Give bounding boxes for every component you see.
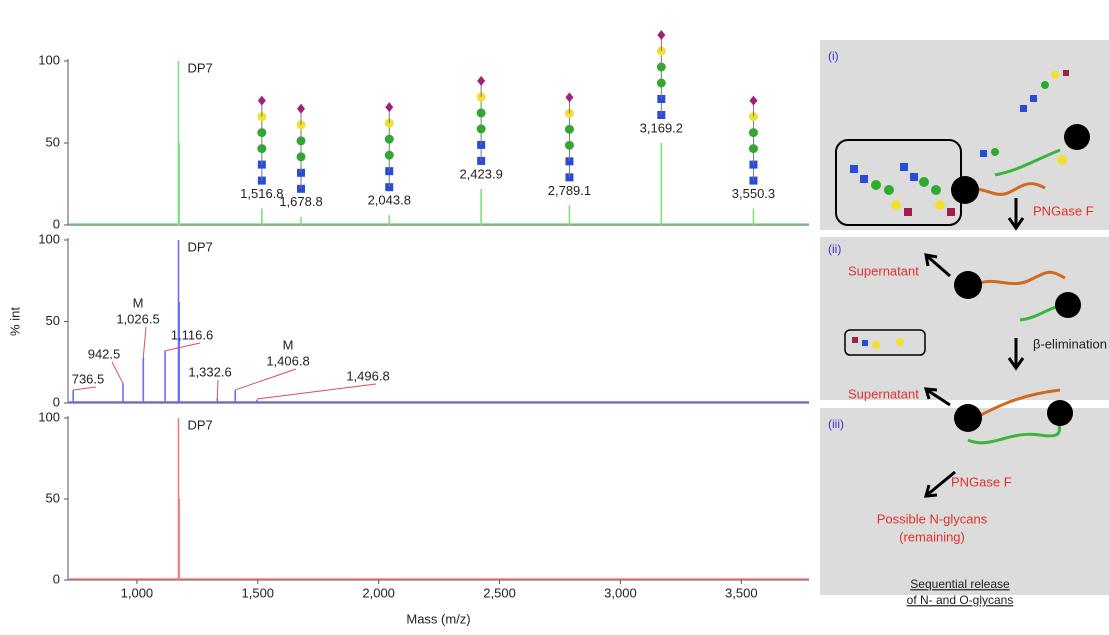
y-tick-label: 50 xyxy=(46,313,60,328)
stage-label: (ii) xyxy=(828,242,841,256)
y-tick-label: 0 xyxy=(53,394,60,409)
bead xyxy=(1055,292,1081,318)
bead xyxy=(1064,124,1090,150)
x-tick-label: 1,500 xyxy=(242,585,275,600)
glycan-node xyxy=(297,103,306,114)
diagram: (i) (ii) (iii) PNGase F Supernatant β-el… xyxy=(820,40,1109,607)
y-tick-label: 0 xyxy=(53,216,60,231)
glycan-node xyxy=(257,95,266,106)
glycan-icon xyxy=(257,95,267,185)
peak-label: 1,516.8 xyxy=(240,186,283,201)
label-leader xyxy=(256,383,377,400)
protein-chain xyxy=(964,182,1046,196)
peak-label: 1,406.8 xyxy=(266,353,309,368)
peak-label: 1,116.6 xyxy=(171,327,213,342)
glycan-icon xyxy=(296,103,306,193)
label-leader xyxy=(73,386,97,391)
glycans xyxy=(980,70,1069,165)
label-leader xyxy=(216,379,219,399)
stage-box xyxy=(820,408,1109,595)
protein-chain xyxy=(974,388,1061,420)
label-leader xyxy=(111,361,124,384)
protein-chain xyxy=(994,148,1061,177)
peak-label: 2,789.1 xyxy=(548,183,591,198)
stage-label: (iii) xyxy=(828,417,844,431)
released-n-glycans xyxy=(850,163,955,216)
released-o-glycans xyxy=(852,337,904,349)
supernatant-label: Supernatant xyxy=(848,263,919,278)
step-label: PNGase F xyxy=(1033,203,1094,218)
y-axis-label: % int xyxy=(7,307,22,336)
peak-label: 3,169.2 xyxy=(640,120,683,135)
peak-label: 3,550.3 xyxy=(732,186,775,201)
peak-label: DP7 xyxy=(187,417,212,432)
x-tick-label: 2,000 xyxy=(362,585,395,600)
glycan-node xyxy=(477,75,486,86)
released-box xyxy=(844,329,926,356)
peak-label: 942.5 xyxy=(88,346,121,361)
caption: of N- and O-glycans xyxy=(907,593,1014,607)
arrow xyxy=(923,387,951,407)
step-label: β-elimination xyxy=(1033,336,1107,351)
peak-label: 1,678.8 xyxy=(279,194,322,209)
label-leader xyxy=(235,368,297,391)
y-tick-label: 100 xyxy=(38,409,60,424)
y-tick-label: 50 xyxy=(46,134,60,149)
bead xyxy=(1047,400,1073,426)
x-axis-label: Mass (m/z) xyxy=(406,611,470,626)
peak-label: DP7 xyxy=(187,239,212,254)
y-tick-label: 50 xyxy=(46,490,60,505)
x-tick-label: 2,500 xyxy=(483,585,516,600)
protein-chain xyxy=(974,270,1066,287)
peak-label: 1,332.6 xyxy=(188,364,231,379)
label-leader xyxy=(164,342,201,352)
stage-label: (i) xyxy=(828,49,839,63)
arrow xyxy=(1007,338,1025,371)
result-label: (remaining) xyxy=(899,529,965,544)
label-leader xyxy=(142,326,147,358)
y-tick-label: 100 xyxy=(38,231,60,246)
released-box xyxy=(835,139,962,226)
arrow xyxy=(1007,198,1025,231)
glycan-node xyxy=(657,30,666,40)
glycan-icon xyxy=(656,30,666,119)
glycan-node xyxy=(385,102,394,113)
supernatant-label: Supernatant xyxy=(848,386,919,401)
arrow xyxy=(923,470,956,498)
glycan-icon xyxy=(564,92,574,182)
peak-note: M xyxy=(133,295,144,310)
glycan-icon xyxy=(476,75,486,165)
bead xyxy=(951,176,979,204)
peak-label: 736.5 xyxy=(72,371,105,386)
result-label: Possible N-glycans xyxy=(877,511,988,526)
glycan-icon xyxy=(748,95,758,185)
glycan-node xyxy=(565,92,574,103)
step-label: PNGase F xyxy=(951,474,1012,489)
peak-label: 2,423.9 xyxy=(459,166,502,181)
peak-label: 1,496.8 xyxy=(346,368,389,383)
peak-label: 1,026.5 xyxy=(116,311,159,326)
stage-box xyxy=(820,237,1109,400)
peak-label: DP7 xyxy=(187,60,212,75)
bead xyxy=(954,271,982,299)
x-tick-label: 3,500 xyxy=(725,585,758,600)
glycan-icon xyxy=(384,102,394,192)
glycan-node xyxy=(749,95,758,106)
arrow xyxy=(924,253,951,278)
y-tick-label: 100 xyxy=(38,52,60,67)
peak-note: M xyxy=(283,337,294,352)
y-tick-label: 0 xyxy=(53,571,60,586)
x-tick-label: 3,000 xyxy=(604,585,637,600)
bead xyxy=(954,404,982,432)
peak-label: 2,043.8 xyxy=(368,193,411,208)
x-tick-label: 1,000 xyxy=(121,585,154,600)
caption: Sequential release xyxy=(910,577,1010,591)
